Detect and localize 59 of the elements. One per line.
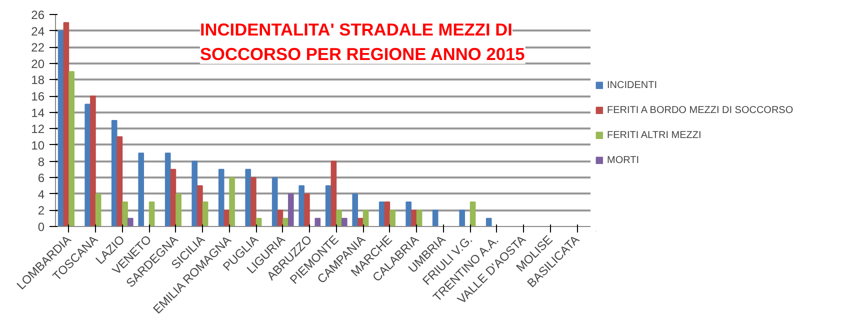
bar	[416, 210, 422, 226]
legend-label: MORTI	[607, 154, 640, 166]
bar	[116, 136, 123, 226]
bar	[304, 193, 310, 226]
bar	[411, 210, 417, 226]
bar	[352, 193, 358, 226]
y-tick-label: 20	[31, 56, 45, 71]
y-tick-label: 12	[31, 122, 45, 136]
text: INCIDENTALITA' STRADALE MEZZI DI SOCCORSO PER REGIONE ANNO 2015	[200, 19, 526, 64]
y-tick-label: 8	[38, 154, 45, 169]
y-tick-label: 16	[31, 90, 45, 104]
bar	[84, 104, 91, 226]
y-tick-label: 6	[38, 171, 45, 186]
y-tick-label: 24	[31, 24, 45, 38]
bar	[288, 193, 294, 226]
bar	[250, 177, 256, 226]
bar	[218, 168, 224, 226]
bar	[197, 185, 203, 226]
bar	[176, 193, 182, 226]
bar	[111, 120, 118, 226]
bar	[192, 160, 198, 226]
bar	[378, 202, 385, 226]
bar	[202, 202, 208, 226]
bar	[122, 202, 128, 226]
bar	[470, 202, 476, 226]
y-tick-label: 4	[38, 187, 45, 202]
bar	[314, 218, 321, 226]
legend-label: INCIDENTI	[607, 80, 657, 90]
bar	[325, 185, 332, 226]
legend-label: FERITI ALTRI MEZZI	[607, 130, 702, 140]
bar	[272, 177, 278, 226]
bar	[459, 210, 466, 226]
bar	[164, 152, 171, 226]
bar	[406, 202, 412, 226]
bar	[138, 152, 144, 226]
bar	[432, 210, 438, 226]
bar	[68, 71, 74, 226]
y-tick-label: 26	[31, 8, 45, 22]
bar	[341, 218, 348, 226]
bar	[362, 210, 369, 226]
y-tick-label: 18	[31, 73, 45, 88]
y-tick-label: 10	[31, 138, 45, 152]
bar	[58, 30, 64, 226]
bar	[298, 185, 305, 226]
bar	[148, 202, 155, 226]
bar	[127, 218, 134, 226]
y-tick-label: 22	[31, 40, 45, 55]
bar	[95, 193, 102, 226]
bar	[229, 177, 235, 226]
y-tick-label: 2	[38, 204, 45, 218]
y-tick-label: 14	[31, 106, 45, 120]
y-tick-label: 0	[38, 220, 45, 234]
bar	[245, 168, 252, 226]
bar	[90, 96, 96, 226]
legend-label: FERITI A BORDO MEZZI DI SOCCORSO	[607, 104, 794, 116]
bar	[390, 210, 396, 226]
bar	[330, 160, 337, 226]
bar	[336, 210, 342, 226]
bar	[486, 218, 492, 226]
